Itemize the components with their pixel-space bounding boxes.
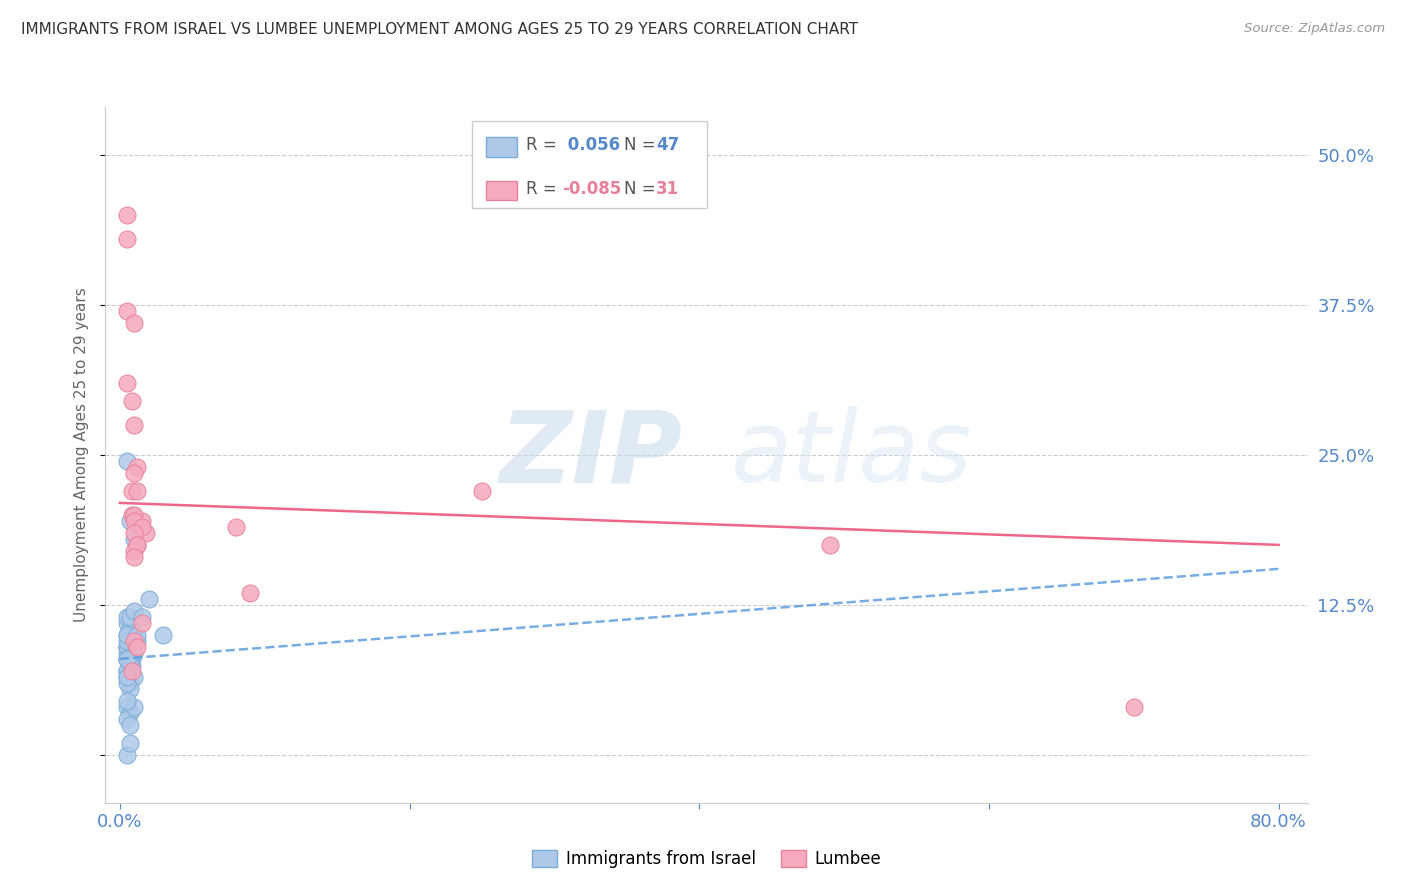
Point (152, 628, 174, 642)
Point (818, 538, 841, 552)
Point (127, 483, 149, 498)
Point (135, 525, 157, 540)
Point (115, 376, 138, 390)
Point (115, 208, 138, 222)
Point (121, 657, 143, 672)
Point (124, 417, 146, 432)
Point (124, 549, 146, 564)
Point (115, 454, 138, 468)
Point (124, 670, 146, 684)
Point (131, 514, 153, 528)
Point (115, 640, 138, 654)
Point (124, 628, 146, 642)
Text: 31: 31 (657, 180, 679, 198)
Point (1122, 699, 1144, 714)
Text: ZIP: ZIP (499, 407, 682, 503)
Text: 0.056: 0.056 (562, 136, 620, 154)
Point (124, 699, 146, 714)
Point (115, 676, 138, 690)
Point (115, 615, 138, 630)
Point (115, 646, 138, 660)
Point (239, 586, 262, 600)
Point (127, 628, 149, 642)
Point (471, 483, 494, 498)
Point (115, 699, 138, 714)
Point (115, 610, 138, 624)
Point (120, 706, 142, 720)
Point (120, 657, 142, 672)
Point (115, 652, 138, 666)
Point (124, 628, 146, 642)
Point (120, 676, 142, 690)
Point (127, 633, 149, 648)
Point (127, 459, 149, 474)
Point (115, 712, 138, 726)
Point (124, 544, 146, 558)
Point (131, 520, 153, 534)
Point (120, 681, 142, 696)
Point (115, 640, 138, 654)
Point (121, 664, 143, 678)
Point (115, 640, 138, 654)
Text: IMMIGRANTS FROM ISRAEL VS LUMBEE UNEMPLOYMENT AMONG AGES 25 TO 29 YEARS CORRELAT: IMMIGRANTS FROM ISRAEL VS LUMBEE UNEMPLO… (21, 22, 858, 37)
Point (127, 640, 149, 654)
Point (124, 508, 146, 522)
Point (120, 610, 142, 624)
Point (115, 664, 138, 678)
Point (121, 508, 143, 522)
Text: R =: R = (526, 180, 557, 198)
Point (115, 232, 138, 246)
Point (138, 591, 160, 606)
Text: R =: R = (526, 136, 557, 154)
Point (120, 736, 142, 750)
Point (124, 532, 146, 546)
Text: Source: ZipAtlas.com: Source: ZipAtlas.com (1244, 22, 1385, 36)
Point (121, 483, 143, 498)
Point (121, 393, 143, 408)
Point (115, 652, 138, 666)
Point (124, 514, 146, 528)
Point (115, 664, 138, 678)
Point (131, 610, 153, 624)
Point (127, 538, 149, 552)
Point (115, 670, 138, 684)
Point (115, 694, 138, 708)
Point (115, 652, 138, 666)
Text: atlas: atlas (731, 407, 972, 503)
Text: N =: N = (624, 180, 661, 198)
Text: 47: 47 (657, 136, 679, 154)
Point (124, 646, 146, 660)
Y-axis label: Unemployment Among Ages 25 to 29 years: Unemployment Among Ages 25 to 29 years (75, 287, 90, 623)
Text: -0.085: -0.085 (562, 180, 621, 198)
Point (120, 514, 142, 528)
Point (120, 622, 142, 636)
Point (121, 652, 143, 666)
Point (115, 304, 138, 318)
Point (115, 747, 138, 762)
Point (120, 652, 142, 666)
Point (121, 633, 143, 648)
Point (115, 628, 138, 642)
Point (225, 520, 247, 534)
Point (124, 604, 146, 618)
Point (127, 538, 149, 552)
Point (124, 316, 146, 330)
Point (124, 633, 146, 648)
Point (115, 633, 138, 648)
Point (115, 628, 138, 642)
Legend: Immigrants from Israel, Lumbee: Immigrants from Israel, Lumbee (526, 843, 887, 874)
Point (115, 670, 138, 684)
Text: N =: N = (624, 136, 661, 154)
Point (131, 615, 153, 630)
Point (124, 466, 146, 480)
Point (124, 525, 146, 540)
Point (120, 718, 142, 732)
